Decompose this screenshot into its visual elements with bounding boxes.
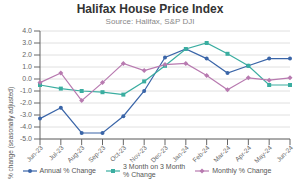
svg-text:3.0: 3.0 — [22, 39, 32, 46]
svg-text:-2.0: -2.0 — [20, 99, 32, 106]
svg-text:-1.0: -1.0 — [20, 87, 32, 94]
svg-text:Sep-23: Sep-23 — [87, 144, 108, 165]
svg-text:-4.0: -4.0 — [20, 123, 32, 130]
html-text:Source: Halifax, S&P DJI: Source: Halifax, S&P DJI — [105, 17, 195, 26]
svg-text:1.0: 1.0 — [22, 63, 32, 70]
svg-text:2.0: 2.0 — [22, 51, 32, 58]
svg-text:Nov-23: Nov-23 — [128, 144, 148, 164]
svg-text:-5.0: -5.0 — [20, 135, 32, 142]
svg-text:May-24: May-24 — [253, 144, 274, 165]
svg-text:Feb-24: Feb-24 — [191, 144, 211, 164]
svg-text:Oct-23: Oct-23 — [109, 144, 128, 163]
svg-text:Jun-23: Jun-23 — [25, 144, 44, 163]
svg-text:Jan-24: Jan-24 — [171, 144, 190, 163]
svg-text:Aug-23: Aug-23 — [66, 144, 87, 165]
html-text:Monthly % Change: Monthly % Change — [212, 167, 272, 174]
html-text:Halifax House Price Index: Halifax House Price Index — [76, 2, 224, 16]
svg-text:Jun-24: Jun-24 — [275, 144, 292, 163]
svg-text:4.0: 4.0 — [22, 27, 32, 34]
svg-text:-3.0: -3.0 — [20, 111, 32, 118]
svg-text:Mar-24: Mar-24 — [212, 144, 232, 164]
html-text:Annual % Change: Annual % Change — [39, 167, 96, 174]
svg-text:% change (seasonally adjusted): % change (seasonally adjusted) — [8, 87, 15, 179]
svg-text:Jul-23: Jul-23 — [47, 144, 65, 162]
svg-text:Apr-24: Apr-24 — [234, 144, 254, 164]
svg-text:Dec-23: Dec-23 — [149, 144, 169, 164]
html-text:3 Month on 3 Month % Change: 3 Month on 3 Month % Change — [123, 163, 186, 178]
svg-text:0.0: 0.0 — [22, 75, 32, 82]
